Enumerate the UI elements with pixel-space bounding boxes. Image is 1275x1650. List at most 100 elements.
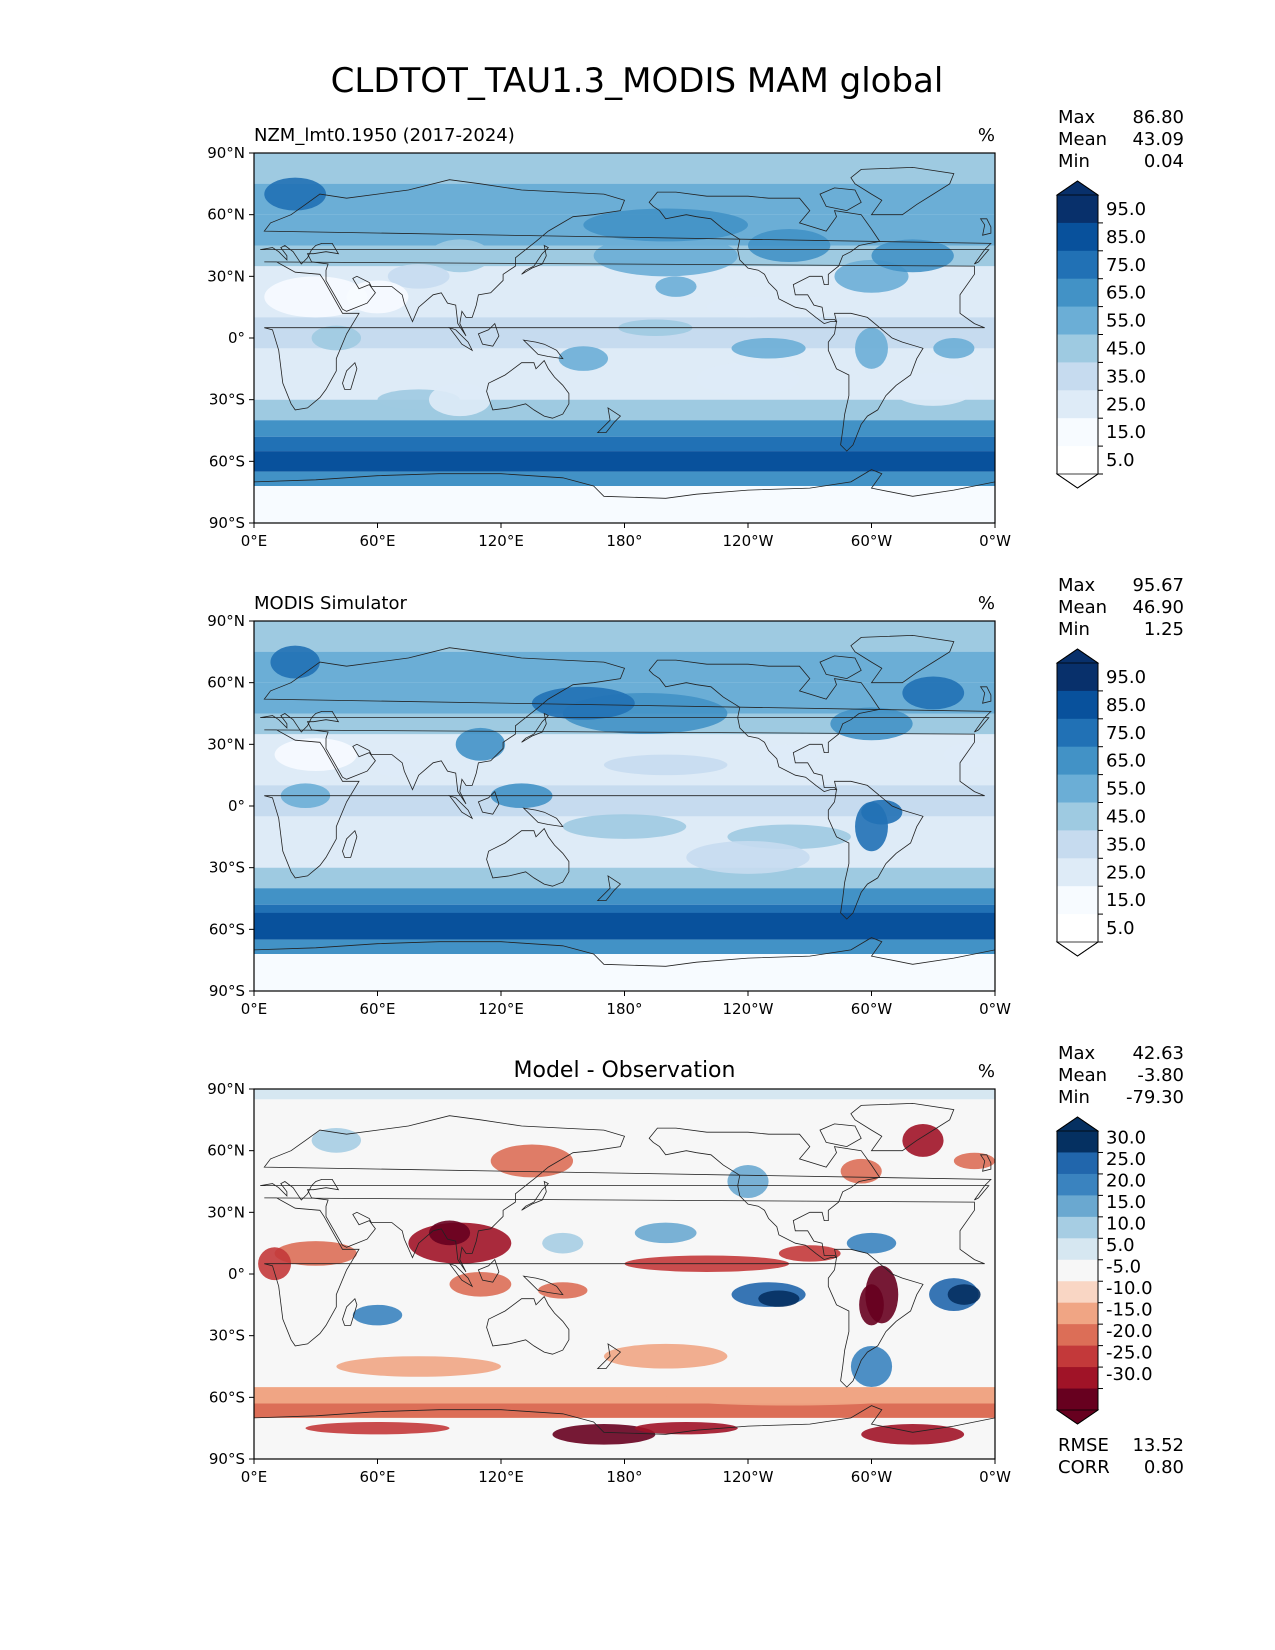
- footer-stat-value-rmse: 13.52: [1132, 1435, 1184, 1456]
- colorbar-label: 20.0: [1106, 1171, 1146, 1192]
- stat-value-max: 86.80: [1132, 107, 1184, 128]
- x-tick-label: 0°E: [241, 532, 268, 550]
- field-band: [254, 399, 995, 421]
- y-tick-label: 90°N: [207, 612, 245, 630]
- colorbar-segment: [1057, 830, 1098, 859]
- colorbar-label: 85.0: [1106, 695, 1146, 716]
- panel-units: %: [978, 593, 995, 614]
- colorbar-segment: [1057, 663, 1098, 692]
- field-anomaly: [455, 727, 506, 761]
- coastline-sumatra: [448, 1262, 474, 1288]
- coastline-eurasia: [260, 179, 992, 337]
- footer-stat-label-rmse: RMSE: [1058, 1435, 1109, 1456]
- field-anomaly: [758, 744, 821, 765]
- x-tick-label: 0°W: [979, 532, 1011, 550]
- field-anomaly: [778, 1245, 841, 1262]
- colorbar-label: 35.0: [1106, 834, 1146, 855]
- colorbar-label: 25.0: [1106, 1149, 1146, 1170]
- stat-value-mean: 46.90: [1132, 597, 1184, 618]
- colorbar: 30.025.020.015.010.05.0-5.0-10.0-15.0-20…: [1055, 1116, 1153, 1425]
- coastline-borneo: [477, 1258, 500, 1283]
- colorbar-label: 95.0: [1106, 199, 1146, 220]
- field-band: [254, 471, 995, 486]
- coastline-greenland: [850, 634, 955, 684]
- colorbar-segment: [1057, 1259, 1098, 1282]
- y-tick-label: 30°N: [207, 735, 245, 753]
- coastline-newguinea: [522, 807, 564, 828]
- coastline-australia: [486, 1295, 570, 1355]
- colorbar-label: -25.0: [1106, 1342, 1153, 1363]
- y-tick-label: 60°S: [209, 452, 245, 470]
- colorbar-label: 15.0: [1106, 890, 1146, 911]
- coastline-africa: [264, 1197, 985, 1347]
- colorbar-label: -20.0: [1106, 1321, 1153, 1342]
- field-anomaly: [346, 280, 409, 314]
- field-band: [254, 183, 995, 215]
- coastline-japan: [521, 244, 549, 275]
- field-anomaly: [428, 239, 491, 273]
- map-panel-diff: Model - Observation % 0°E 60°E 120°E 180° 120°…: [207, 1043, 1184, 1486]
- x-tick-label: 120°E: [478, 1000, 524, 1018]
- footer-stat-label-corr: CORR: [1058, 1457, 1110, 1478]
- panel-units: %: [978, 1061, 995, 1082]
- colorbar-segment: [1057, 195, 1098, 224]
- field-anomaly: [727, 1165, 769, 1198]
- stat-value-min: 1.25: [1144, 619, 1184, 640]
- stat-value-min: 0.04: [1144, 151, 1184, 172]
- field-anomaly: [542, 1232, 584, 1254]
- coastline-japan: [521, 712, 549, 743]
- field-anomaly: [274, 738, 357, 772]
- figure-title: CLDTOT_TAU1.3_MODIS MAM global: [331, 61, 944, 101]
- x-tick-label: 60°E: [359, 1468, 395, 1486]
- colorbar: 95.0 85.0 75.0 65.0 55.0 45.0 35.0 25.0 15.0 5.0: [1055, 180, 1146, 489]
- y-tick-label: 60°N: [207, 674, 245, 692]
- field-anomaly: [538, 1282, 588, 1299]
- x-tick-label: 120°E: [478, 1468, 524, 1486]
- colorbar-segment: [1057, 306, 1098, 335]
- coastline-australia: [486, 827, 570, 887]
- colorbar-segment: [1057, 1388, 1098, 1411]
- colorbar-label: 75.0: [1106, 723, 1146, 744]
- field-anomaly: [558, 346, 609, 371]
- coastline-madagascar: [342, 361, 358, 390]
- field-anomaly: [449, 1271, 512, 1297]
- colorbar-segment: [1057, 774, 1098, 803]
- field-band: [254, 436, 995, 452]
- coastline-baffin: [819, 1123, 862, 1148]
- field-band: [254, 451, 995, 472]
- x-tick-label: 60°E: [359, 532, 395, 550]
- y-tick-label: 0°: [228, 329, 245, 347]
- field-band: [254, 621, 995, 652]
- y-tick-label: 90°N: [207, 144, 245, 162]
- coastline-australia: [486, 359, 570, 419]
- colorbar-label: 55.0: [1106, 779, 1146, 800]
- footer-stat-value-corr: 0.80: [1144, 1457, 1184, 1478]
- y-tick-label: 90°S: [209, 1450, 245, 1468]
- field-band: [254, 486, 995, 523]
- coastline-greenland: [850, 166, 955, 216]
- colorbar-segment: [1057, 690, 1098, 720]
- x-tick-label: 180°: [606, 1000, 642, 1018]
- stat-label-max: Max: [1058, 107, 1096, 128]
- colorbar-extend-bottom: [1055, 473, 1100, 489]
- field-anomaly: [387, 264, 450, 289]
- colorbar-label: -5.0: [1106, 1257, 1141, 1278]
- y-tick-label: 90°S: [209, 514, 245, 532]
- field-anomaly: [706, 296, 790, 318]
- coastline-japan: [521, 1180, 549, 1211]
- field-anomaly: [583, 208, 748, 242]
- coastline-borneo: [477, 790, 500, 815]
- coastline-borneo: [477, 322, 500, 347]
- x-tick-label: 0°W: [979, 1000, 1011, 1018]
- y-tick-label: 60°S: [209, 1388, 245, 1406]
- colorbar-segment: [1057, 802, 1098, 831]
- field-band: [254, 153, 995, 184]
- field-anomaly: [274, 1241, 357, 1266]
- colorbar-segment: [1057, 222, 1098, 252]
- field-anomaly: [953, 1152, 995, 1170]
- colorbar-label: 65.0: [1106, 751, 1146, 772]
- coastline-greenland: [850, 1102, 955, 1152]
- field-band: [254, 939, 995, 954]
- field-anomaly: [933, 338, 975, 359]
